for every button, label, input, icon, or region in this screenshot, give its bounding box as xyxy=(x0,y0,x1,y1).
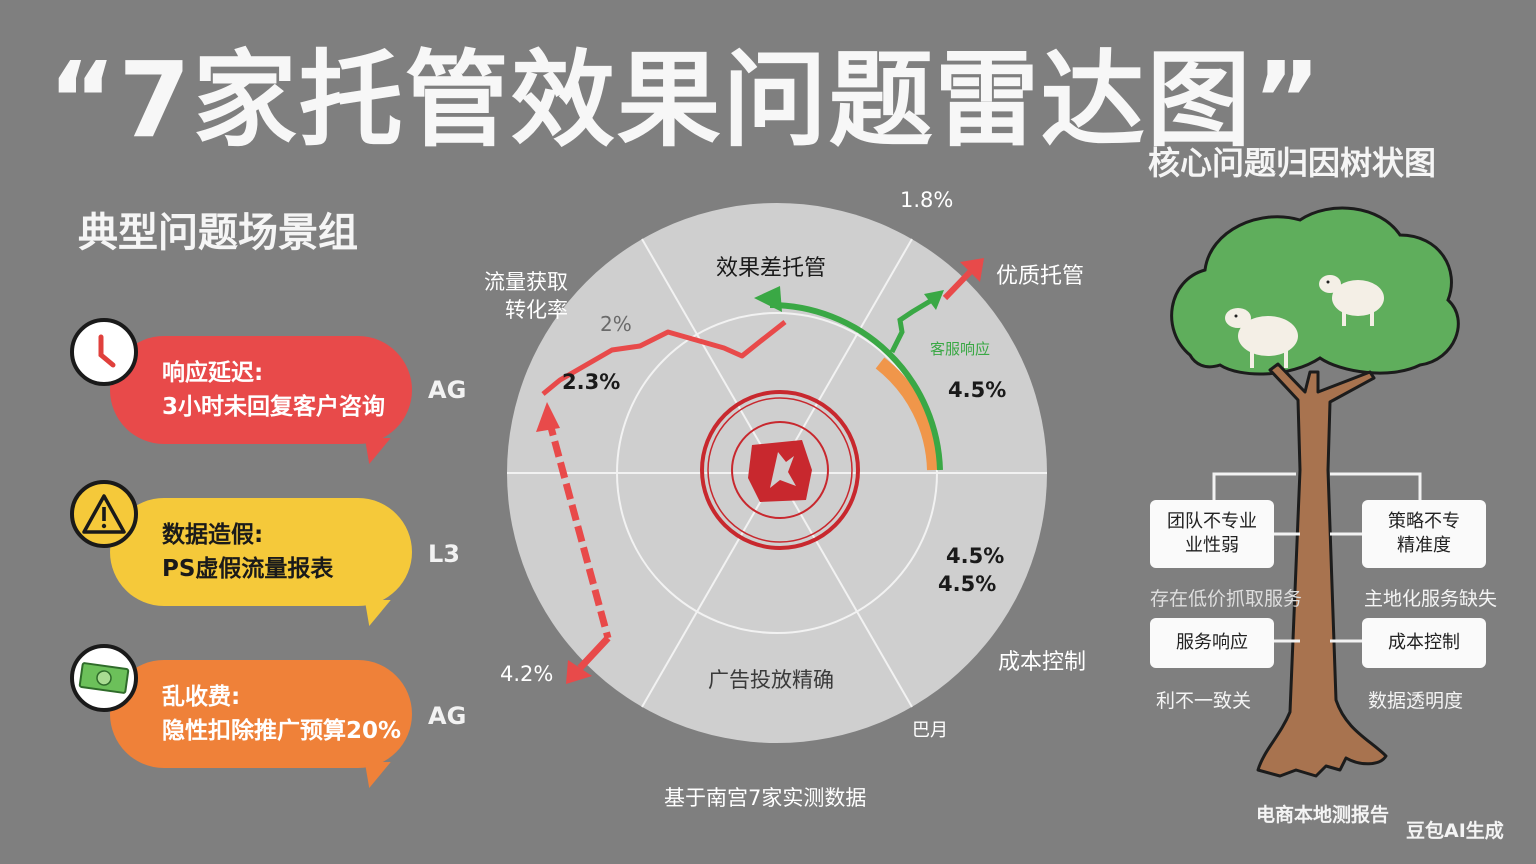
axis-label-traffic-conversion: 流量获取 转化率 xyxy=(484,270,568,322)
value-label: 4.5% xyxy=(948,378,1007,402)
tree-box-team: 团队不专业 业性弱 xyxy=(1150,500,1274,568)
stamp-icon xyxy=(700,390,860,550)
scenario-title: 数据造假: xyxy=(162,522,264,548)
value-label: 4.5% xyxy=(938,572,997,596)
tree-heading: 核心问题归因树状图 xyxy=(1148,144,1437,182)
scenario-bubble-data-fraud: 数据造假: PS虚假流量报表 xyxy=(110,498,412,606)
tree-footer: 电商本地测报告 xyxy=(1256,804,1390,826)
tree-caption: 存在低价抓取服务 xyxy=(1150,588,1303,610)
scenario-detail: 隐性扣除推广预算20% xyxy=(162,718,402,744)
axis-label-quality-hosting: 优质托管 xyxy=(996,264,1085,289)
money-icon xyxy=(70,644,138,712)
value-label: 4.5% xyxy=(946,544,1005,568)
scenario-title: 响应延迟: xyxy=(162,360,264,386)
tree-caption: 主地化服务缺失 xyxy=(1364,588,1498,610)
axis-label-month: 巴月 xyxy=(912,720,948,741)
axis-label-ad-precision: 广告投放精确 xyxy=(708,668,834,692)
value-label: 2% xyxy=(600,312,632,336)
tree-box-strategy: 策略不专 精准度 xyxy=(1362,500,1486,568)
value-label: 1.8% xyxy=(900,188,954,212)
watermark: 豆包AI生成 xyxy=(1406,820,1504,842)
axis-label-poor-hosting: 效果差托管 xyxy=(716,256,827,281)
page-title: “7家托管效果问题雷达图” xyxy=(48,39,1324,161)
scenario-detail: PS虚假流量报表 xyxy=(162,556,334,582)
green-label: 客服响应 xyxy=(930,340,991,358)
tree-box-cost: 成本控制 xyxy=(1362,618,1486,668)
sheep-icon xyxy=(1225,308,1298,368)
axis-label-cost-control: 成本控制 xyxy=(998,650,1087,675)
sheep-icon xyxy=(1319,275,1384,326)
tree-caption: 利不一致关 xyxy=(1156,690,1252,712)
tree-caption: 数据透明度 xyxy=(1368,690,1464,712)
scenario-code: AG xyxy=(428,376,467,404)
scenario-code: AG xyxy=(428,702,467,730)
scenario-detail: 3小时未回复客户咨询 xyxy=(162,394,386,420)
scenario-bubble-overcharge: 乱收费: 隐性扣除推广预算20% xyxy=(110,660,412,768)
scenario-heading: 典型问题场景组 xyxy=(78,210,358,256)
scenario-code: L3 xyxy=(428,540,460,568)
radar-footnote: 基于南宫7家实测数据 xyxy=(664,786,867,810)
value-label: 4.2% xyxy=(500,662,554,686)
scenario-title: 乱收费: xyxy=(162,684,241,710)
warning-icon xyxy=(70,480,138,548)
tree-box-service: 服务响应 xyxy=(1150,618,1274,668)
clock-icon xyxy=(70,318,138,386)
scenario-bubble-response-delay: 响应延迟: 3小时未回复客户咨询 xyxy=(110,336,412,444)
value-label: 2.3% xyxy=(562,370,621,394)
